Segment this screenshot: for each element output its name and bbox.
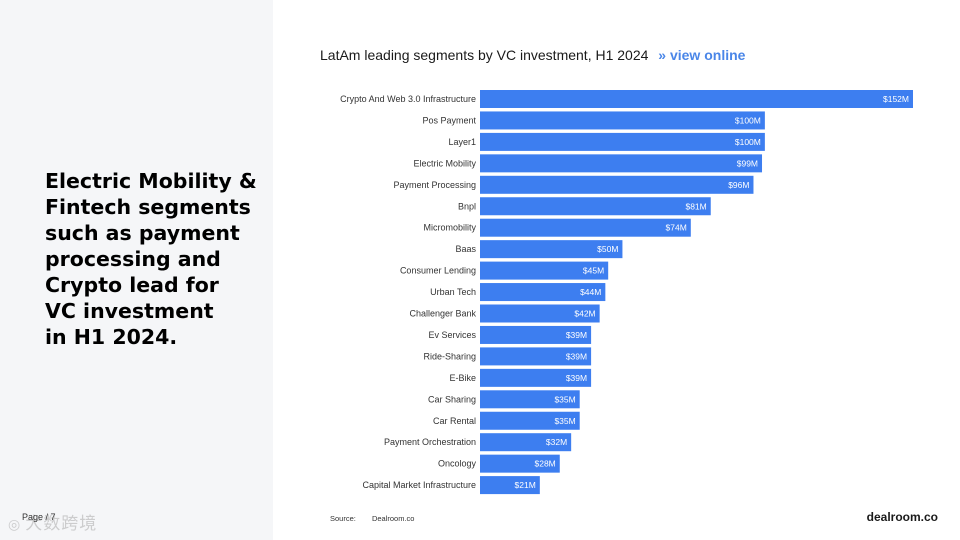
bar-2[interactable]	[480, 132, 765, 151]
source-note: Source: Dealroom.co	[330, 514, 414, 523]
bar-7[interactable]	[480, 240, 623, 259]
value-label: $44M	[580, 287, 601, 297]
watermark-text: 大数跨境	[25, 514, 98, 533]
chart-title-row: LatAm leading segments by VC investment,…	[320, 47, 745, 63]
value-label: $99M	[737, 158, 758, 168]
category-label: Ev Services	[428, 330, 476, 340]
category-label: Payment Orchestration	[384, 437, 476, 447]
value-label: $100M	[735, 137, 761, 147]
category-label: Car Sharing	[428, 394, 476, 404]
value-label: $32M	[546, 437, 567, 447]
brand-logo[interactable]: dealroom.co	[866, 510, 938, 524]
category-label: Electric Mobility	[413, 158, 476, 168]
category-label: Micromobility	[423, 223, 476, 233]
category-label: Capital Market Infrastructure	[362, 480, 476, 490]
bar-16[interactable]	[480, 433, 572, 452]
bar-3[interactable]	[480, 154, 763, 173]
watermark: ◎ 大数跨境	[8, 509, 97, 534]
category-label: Pos Payment	[422, 115, 476, 125]
headline: Electric Mobility & Fintech segments suc…	[45, 169, 257, 349]
category-label: E-Bike	[449, 373, 476, 383]
bar-13[interactable]	[480, 368, 592, 387]
bar-0[interactable]	[480, 90, 913, 108]
bar-10[interactable]	[480, 304, 600, 323]
value-label: $39M	[566, 351, 587, 361]
value-label: $50M	[597, 244, 618, 254]
chart-title: LatAm leading segments by VC investment,…	[320, 47, 649, 63]
category-label: Ride-Sharing	[423, 351, 476, 361]
category-label: Layer1	[448, 137, 476, 147]
view-online-link[interactable]: » view online	[658, 47, 746, 63]
category-label: Baas	[455, 244, 476, 254]
left-panel: Electric Mobility & Fintech segments suc…	[0, 0, 273, 540]
bar-1[interactable]	[480, 111, 765, 130]
category-label: Challenger Bank	[409, 309, 476, 319]
value-label: $35M	[554, 394, 575, 404]
watermark-icon: ◎	[8, 516, 22, 532]
bar-4[interactable]	[480, 175, 754, 194]
bar-6[interactable]	[480, 218, 691, 237]
value-label: $152M	[883, 94, 909, 104]
category-label: Crypto And Web 3.0 Infrastructure	[340, 94, 476, 104]
category-label: Urban Tech	[430, 287, 476, 297]
bar-9[interactable]	[480, 283, 606, 302]
value-label: $45M	[583, 266, 604, 276]
value-label: $74M	[666, 223, 687, 233]
source-value: Dealroom.co	[371, 514, 415, 523]
bar-11[interactable]	[480, 325, 592, 344]
bar-14[interactable]	[480, 390, 580, 409]
bar-17[interactable]	[480, 454, 560, 473]
value-label: $100M	[735, 115, 761, 125]
category-label: Payment Processing	[393, 180, 476, 190]
bar-12[interactable]	[480, 347, 592, 366]
bar-15[interactable]	[480, 411, 580, 430]
value-label: $96M	[728, 180, 749, 190]
value-label: $39M	[566, 373, 587, 383]
page-number: Page / 7	[22, 512, 56, 522]
value-label: $39M	[566, 330, 587, 340]
value-label: $81M	[685, 201, 706, 211]
category-label: Oncology	[438, 459, 477, 469]
bar-8[interactable]	[480, 261, 609, 280]
value-label: $35M	[554, 416, 575, 426]
category-label: Car Rental	[433, 416, 476, 426]
category-label: Consumer Lending	[400, 266, 476, 276]
source-label: Source:	[330, 514, 356, 523]
bar-5[interactable]	[480, 197, 711, 216]
value-label: $21M	[515, 480, 536, 490]
value-label: $28M	[534, 459, 555, 469]
value-label: $42M	[574, 309, 595, 319]
category-label: Bnpl	[458, 201, 476, 211]
bar-18[interactable]	[480, 476, 540, 495]
